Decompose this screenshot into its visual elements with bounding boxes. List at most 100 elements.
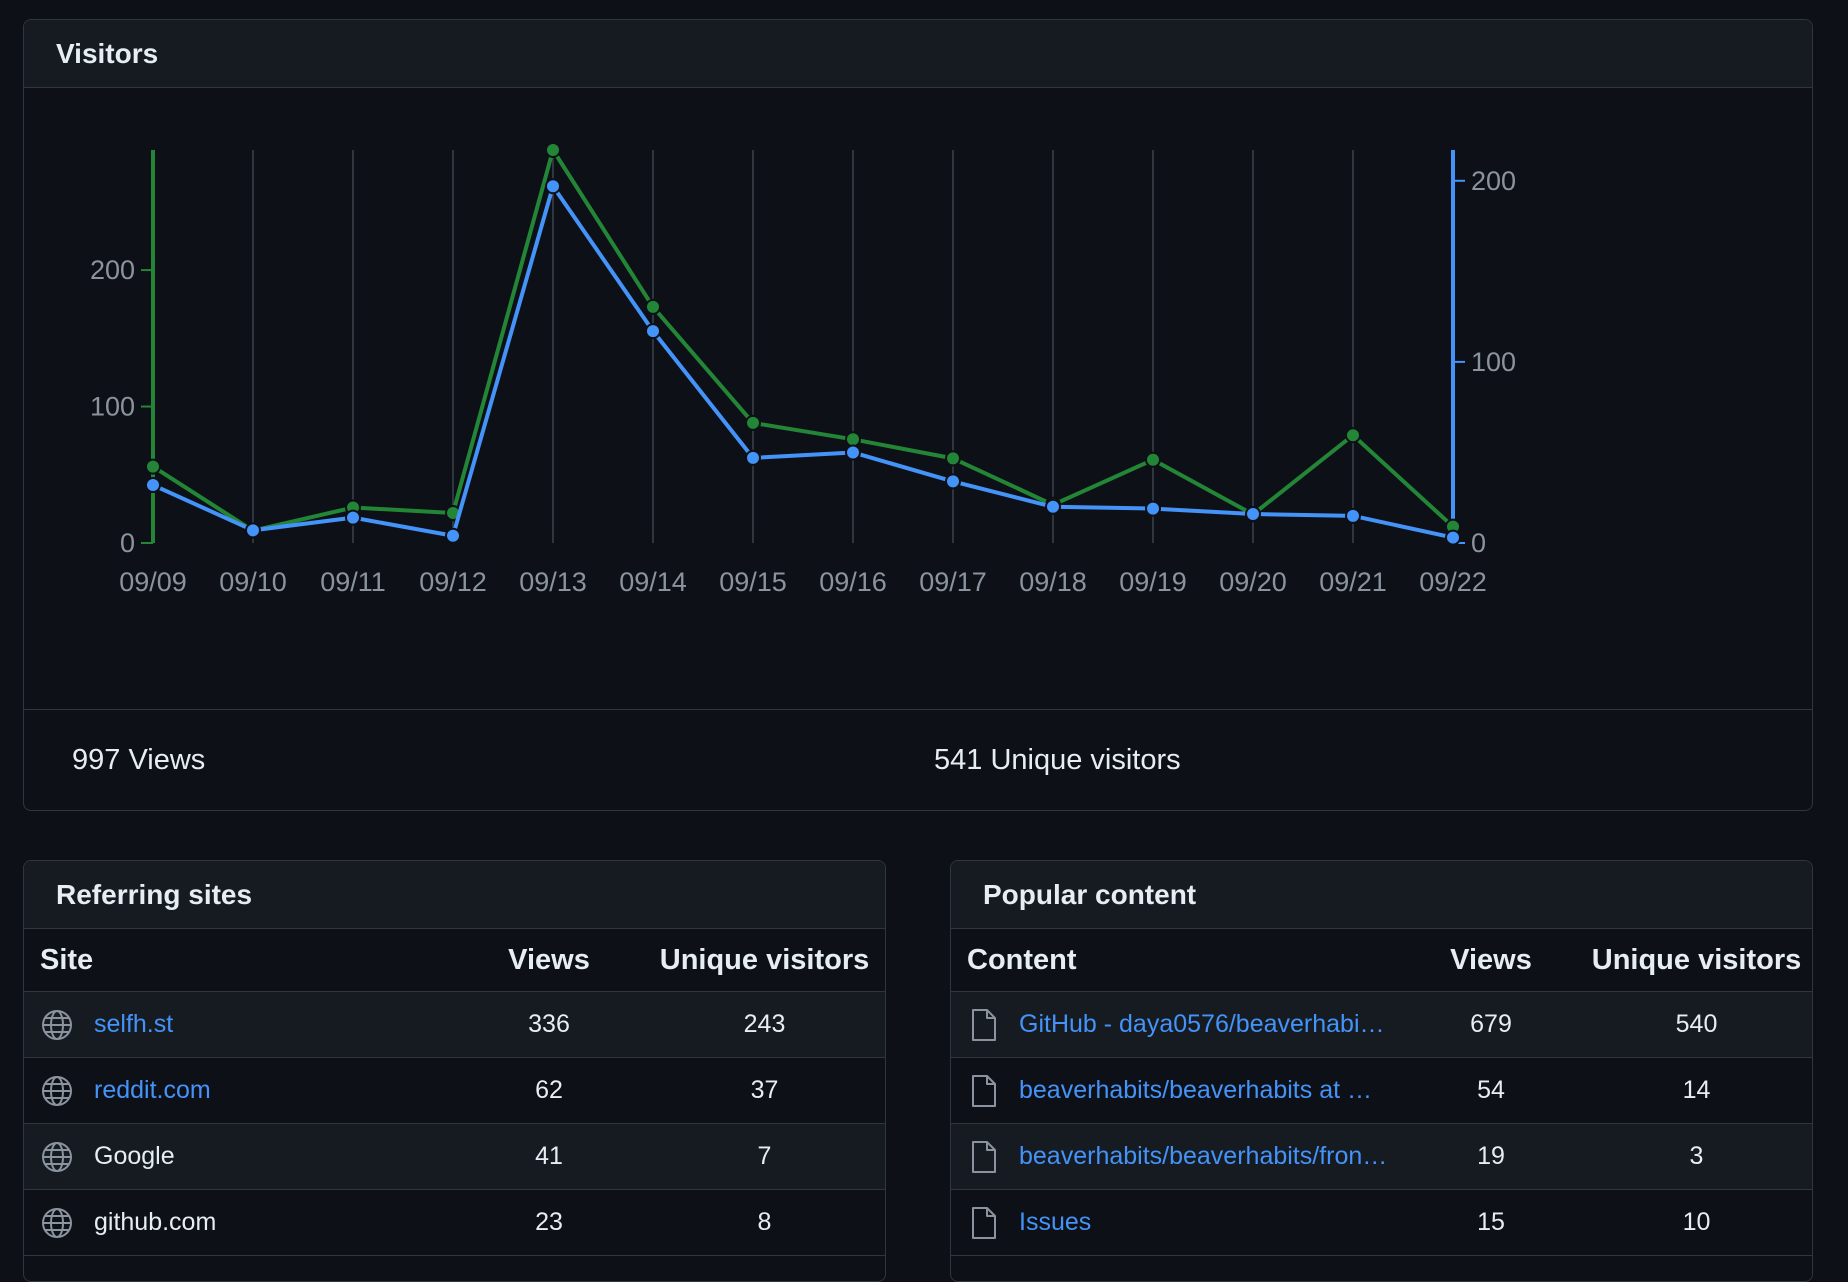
views-point	[1145, 451, 1161, 468]
uniques-cell: 540	[1581, 991, 1812, 1058]
unique-visitors-total: 541 Unique visitors	[934, 744, 1181, 776]
views-cell: 336	[454, 991, 644, 1058]
uniques-cell: 243	[644, 991, 885, 1058]
popular-content-title: Popular content	[951, 861, 1812, 929]
file-icon	[971, 1074, 997, 1108]
uniques-cell: 14	[1581, 1057, 1812, 1124]
site-link[interactable]: selfh.st	[94, 1010, 174, 1038]
uniques-cell: 10	[1581, 1189, 1812, 1256]
x-axis-label: 09/15	[719, 567, 787, 597]
site-name: Google	[94, 1142, 175, 1170]
x-axis-label: 09/20	[1219, 567, 1287, 597]
x-axis-label: 09/22	[1419, 567, 1487, 597]
unique-visitors-point	[445, 527, 461, 544]
content-header: Content	[951, 929, 1401, 992]
x-axis-label: 09/19	[1119, 567, 1187, 597]
x-axis-label: 09/18	[1019, 567, 1087, 597]
site-link[interactable]: reddit.com	[94, 1076, 211, 1104]
unique-visitors-point	[845, 444, 861, 461]
views-point	[145, 458, 161, 475]
views-point	[845, 431, 861, 448]
views-point	[945, 450, 961, 467]
unique-visitors-point	[745, 449, 761, 466]
popular-content-panel: Popular content Content Views Unique vis…	[950, 860, 1813, 1282]
left-axis-label: 100	[90, 392, 135, 422]
table-row: beaverhabits/beaverhabits at main 54 14	[951, 1057, 1812, 1124]
x-axis-label: 09/14	[619, 567, 687, 597]
views-header: Views	[1401, 929, 1581, 992]
right-axis-label: 0	[1471, 528, 1486, 558]
x-axis-label: 09/13	[519, 567, 587, 597]
table-row: reddit.com 62 37	[24, 1057, 885, 1124]
traffic-chart: 0 100 200 0 100 200 09/09 09/10 09/11 09/12 09/13 0…	[24, 88, 1812, 728]
unique-visitors-point	[1345, 507, 1361, 524]
unique-visitors-point	[1045, 498, 1061, 515]
table-row: GitHub - daya0576/beaverhabits: Self-hos…	[951, 991, 1812, 1058]
content-link[interactable]: beaverhabits/beaverhabits/frontend	[1019, 1142, 1389, 1170]
unique-visitors-line	[152, 184, 1454, 540]
views-point	[645, 298, 661, 315]
views-line	[151, 148, 1455, 533]
site-header: Site	[24, 929, 454, 992]
uniques-cell: 8	[644, 1189, 885, 1256]
uniques-header: Unique visitors	[644, 929, 885, 992]
content-link[interactable]: Issues	[1019, 1208, 1092, 1236]
globe-icon	[40, 1206, 74, 1240]
globe-icon	[40, 1008, 74, 1042]
views-point	[745, 414, 761, 431]
file-icon	[971, 1206, 997, 1240]
table-row: github.com 23 8	[24, 1189, 885, 1256]
views-cell: 679	[1401, 991, 1581, 1058]
visitors-summary: 997 Views 541 Unique visitors	[24, 709, 1812, 810]
x-axis-label: 09/09	[119, 567, 187, 597]
table-row: Google 41 7	[24, 1123, 885, 1190]
x-axis-label: 09/10	[219, 567, 287, 597]
right-axis-label: 200	[1471, 166, 1516, 196]
views-cell: 19	[1401, 1123, 1581, 1190]
unique-visitors-point	[245, 522, 261, 539]
unique-visitors-point	[645, 323, 661, 340]
unique-visitors-point	[1445, 529, 1461, 546]
table-header-row: Site Views Unique visitors	[24, 929, 885, 992]
uniques-cell: 3	[1581, 1123, 1812, 1190]
globe-icon	[40, 1074, 74, 1108]
unique-visitors-point	[1245, 506, 1261, 523]
unique-visitors-point	[345, 509, 361, 526]
views-header: Views	[454, 929, 644, 992]
table-header-row: Content Views Unique visitors	[951, 929, 1812, 992]
uniques-cell: 7	[644, 1123, 885, 1190]
unique-visitors-point	[145, 477, 161, 494]
referring-sites-table: Site Views Unique visitors selfh.st 336 24…	[24, 929, 885, 1256]
views-cell: 54	[1401, 1057, 1581, 1124]
table-row: beaverhabits/beaverhabits/frontend 19 3	[951, 1123, 1812, 1190]
x-axis-label: 09/11	[320, 567, 386, 597]
visitors-title: Visitors	[24, 20, 1812, 88]
left-axis-label: 0	[120, 528, 135, 558]
views-point	[545, 142, 561, 158]
content-link[interactable]: GitHub - daya0576/beaverhabits: Self-hos…	[1019, 1010, 1389, 1038]
referring-sites-title: Referring sites	[24, 861, 885, 929]
unique-visitors-point	[1145, 500, 1161, 517]
views-cell: 23	[454, 1189, 644, 1256]
popular-content-table: Content Views Unique visitors GitHub - d…	[951, 929, 1812, 1256]
site-name: github.com	[94, 1208, 217, 1236]
x-axis-label: 09/16	[819, 567, 887, 597]
unique-visitors-point	[945, 473, 961, 490]
globe-icon	[40, 1140, 74, 1174]
views-total: 997 Views	[72, 744, 206, 776]
unique-visitors-point	[545, 178, 561, 195]
x-axis-label: 09/12	[419, 567, 487, 597]
traffic-chart-svg: 0 100 200 0 100 200 09/09 09/10 09/11 09/12 09/13 0…	[90, 142, 1516, 597]
table-row: Issues 15 10	[951, 1189, 1812, 1256]
views-cell: 41	[454, 1123, 644, 1190]
table-row: selfh.st 336 243	[24, 991, 885, 1058]
visitors-panel: Visitors 0 100 200 0 100 200 09/09 09/10 09/11 09…	[23, 19, 1813, 811]
file-icon	[971, 1008, 997, 1042]
x-axis-label: 09/17	[919, 567, 987, 597]
views-cell: 15	[1401, 1189, 1581, 1256]
file-icon	[971, 1140, 997, 1174]
content-link[interactable]: beaverhabits/beaverhabits at main	[1019, 1076, 1389, 1104]
uniques-header: Unique visitors	[1581, 929, 1812, 992]
right-axis-label: 100	[1471, 347, 1516, 377]
left-axis-label: 200	[90, 255, 135, 285]
